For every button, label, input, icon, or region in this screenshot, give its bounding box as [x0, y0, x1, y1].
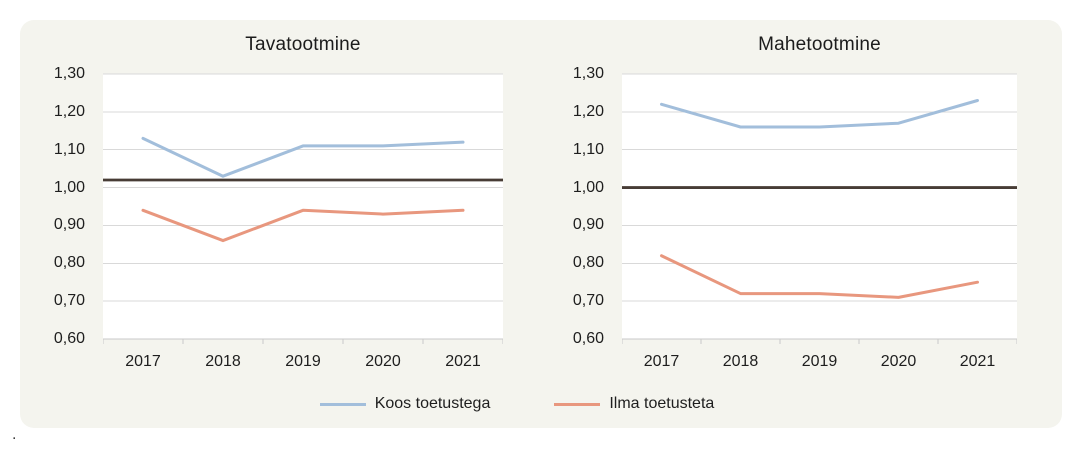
legend-swatch-blue-line: [319, 402, 366, 406]
y-tick-label: 0,80: [53, 254, 85, 272]
x-tick-label: 2017: [125, 353, 161, 370]
x-tick-label: 2021: [445, 353, 481, 370]
x-axis-tavatootmine: 2017 2018 2019 2020 2021: [103, 353, 503, 375]
y-tick-label: 1,20: [53, 102, 85, 120]
y-tick-label: 0,90: [53, 216, 85, 234]
y-tick-label: 0,80: [572, 254, 604, 272]
plot-area-tavatootmine: [103, 73, 503, 344]
x-tick-label: 2020: [365, 353, 401, 370]
legend-item-koos-toetustega: Koos toetustega: [319, 395, 491, 413]
plot-area-mahetootmine: [622, 73, 1017, 344]
x-tick-label: 2018: [722, 353, 759, 370]
y-tick-label: 1,10: [53, 140, 85, 158]
chart-title-tavatootmine: Tavatootmine: [245, 34, 361, 55]
chart-title-mahetootmine: Mahetootmine: [758, 34, 881, 55]
x-axis-mahetootmine: 2017 2018 2019 2020 2021: [622, 353, 1017, 375]
y-tick-label: 1,30: [53, 65, 85, 82]
chart-card: Tavatootmine 1,30 1,20 1,10 1,00 0,90 0,…: [20, 20, 1062, 428]
legend-label: Koos toetustega: [374, 395, 491, 412]
y-tick-label: 1,00: [572, 178, 604, 196]
y-tick-label: 0,60: [572, 330, 604, 347]
x-tick-label: 2019: [801, 353, 838, 370]
x-tick-label: 2018: [205, 353, 241, 370]
y-tick-label: 0,60: [53, 330, 85, 347]
y-axis-mahetootmine: 1,30 1,20 1,10 1,00 0,90 0,80 0,70 0,60: [539, 65, 612, 347]
y-tick-label: 1,30: [572, 65, 604, 82]
y-tick-label: 0,70: [572, 292, 604, 310]
y-tick-label: 1,20: [572, 102, 604, 120]
legend-swatch-orange-line: [554, 402, 601, 406]
y-tick-label: 1,00: [53, 178, 85, 196]
x-tick-label: 2019: [285, 353, 321, 370]
legend-label: Ilma toetusteta: [609, 395, 715, 412]
footer-period: .: [12, 426, 17, 443]
y-tick-label: 0,90: [572, 216, 604, 234]
y-axis-tavatootmine: 1,30 1,20 1,10 1,00 0,90 0,80 0,70 0,60: [20, 65, 93, 347]
x-tick-label: 2017: [643, 353, 680, 370]
legend-item-ilma-toetusteta: Ilma toetusteta: [554, 395, 714, 413]
y-tick-label: 1,10: [572, 140, 604, 158]
x-tick-label: 2020: [880, 353, 917, 370]
y-tick-label: 0,70: [53, 292, 85, 310]
x-tick-label: 2021: [959, 353, 996, 370]
legend: Koos toetustega Ilma toetusteta: [0, 393, 1038, 415]
